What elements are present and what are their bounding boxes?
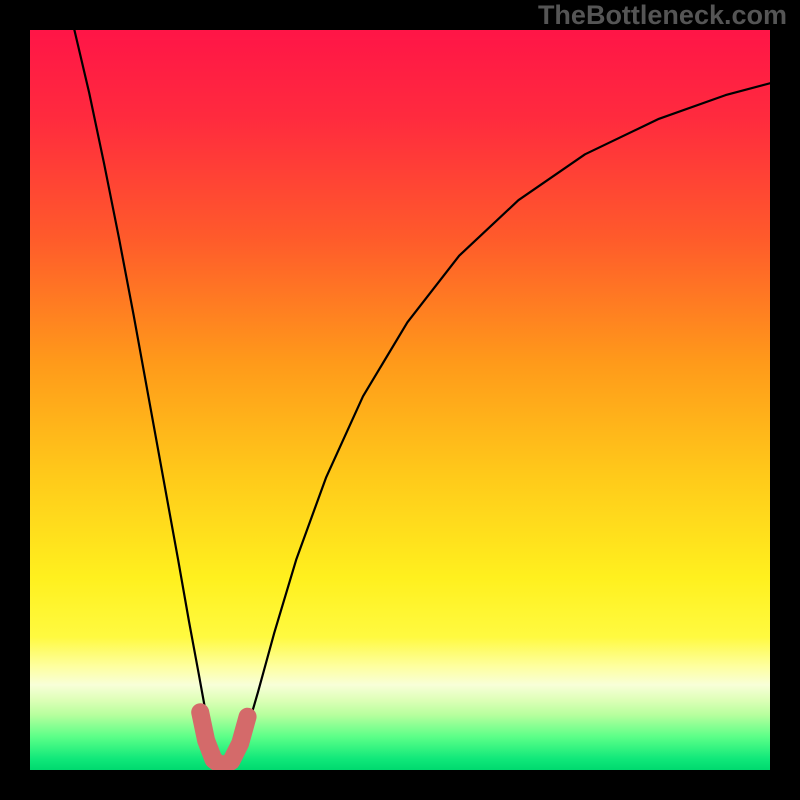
chart-svg-layer (30, 30, 770, 770)
bottleneck-marker-blob (200, 712, 247, 766)
bottleneck-curve (74, 30, 770, 767)
watermark-text: TheBottleneck.com (538, 0, 787, 31)
chart-plot-area (30, 30, 770, 770)
